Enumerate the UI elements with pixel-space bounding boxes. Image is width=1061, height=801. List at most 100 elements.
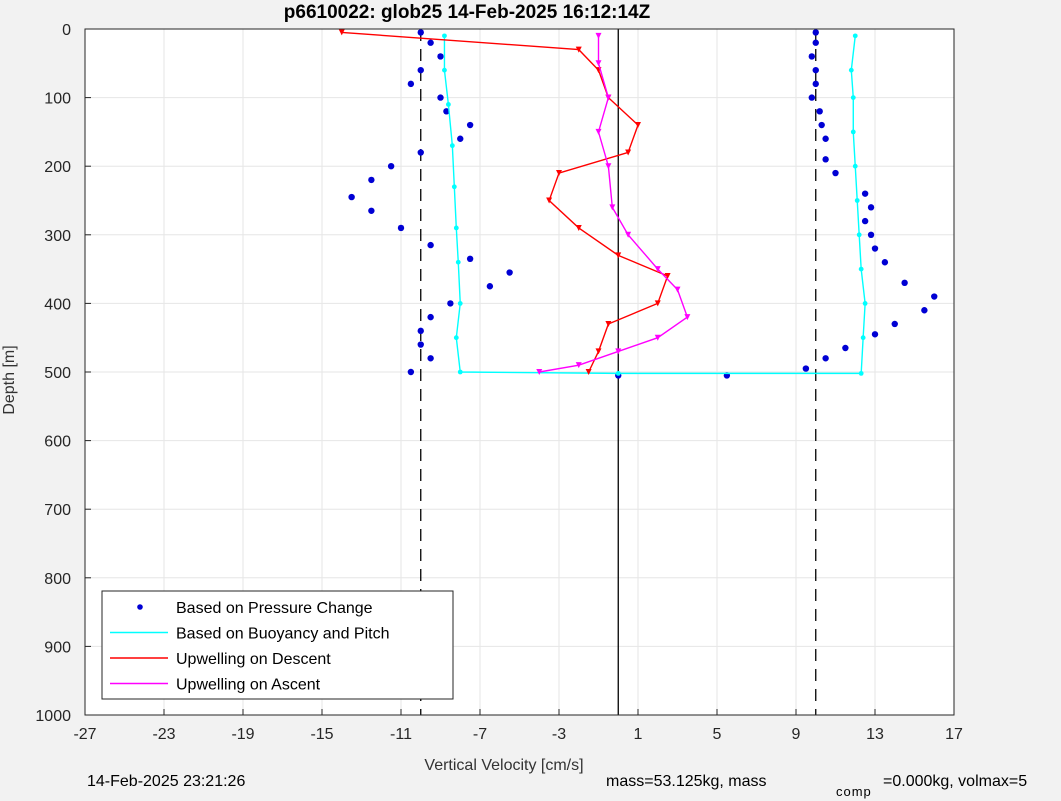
chart-title: p6610022: glob25 14-Feb-2025 16:12:14Z <box>284 2 651 23</box>
legend-label: Based on Buoyancy and Pitch <box>176 626 389 643</box>
data-point <box>575 224 582 231</box>
data-series <box>338 29 938 379</box>
data-point <box>635 122 641 129</box>
series-upwelling-on-ascent <box>536 32 691 375</box>
y-tick-label: 0 <box>62 22 71 39</box>
legend-label: Upwelling on Ascent <box>176 677 321 694</box>
data-point <box>338 29 345 36</box>
footer-mass-comp-subscript: comp <box>836 784 872 799</box>
data-point <box>437 53 444 60</box>
data-point <box>862 301 868 306</box>
data-point <box>427 39 434 46</box>
data-point <box>575 362 582 369</box>
data-point <box>816 108 823 115</box>
y-tick-label: 300 <box>44 228 71 245</box>
data-point <box>615 348 622 355</box>
series-upwelling-on-descent <box>338 29 671 375</box>
y-tick-label: 800 <box>44 571 71 588</box>
data-point <box>453 335 459 341</box>
data-point <box>842 344 849 352</box>
legend-swatch <box>137 604 143 610</box>
data-point <box>442 67 447 73</box>
data-point <box>368 207 375 214</box>
footer-mass: mass=53.125kg, mass <box>606 773 767 790</box>
footer-mass-comp: =0.000kg, volmax=5 <box>883 773 1028 790</box>
data-point <box>654 334 661 341</box>
data-point <box>852 33 858 39</box>
y-tick-label: 400 <box>44 296 71 313</box>
data-point <box>427 241 434 249</box>
data-point <box>802 365 810 372</box>
data-point <box>625 149 632 156</box>
grid-lines <box>84 28 955 716</box>
data-point <box>457 135 464 142</box>
data-point <box>466 255 474 263</box>
data-point <box>822 355 829 362</box>
data-point <box>595 348 602 355</box>
series-line <box>539 35 689 373</box>
data-point <box>609 204 616 211</box>
x-tick-label: 1 <box>634 726 643 743</box>
data-point <box>852 163 858 169</box>
data-point <box>605 94 612 101</box>
data-point <box>684 314 691 321</box>
data-point <box>664 272 671 279</box>
data-point <box>446 102 451 107</box>
data-point <box>546 197 553 204</box>
y-tick-label: 600 <box>44 434 71 451</box>
data-point <box>854 198 860 203</box>
data-point <box>850 129 856 135</box>
data-point <box>615 370 621 376</box>
x-tick-label: -3 <box>552 726 566 743</box>
data-point <box>457 369 463 375</box>
legend-box <box>101 590 454 700</box>
data-point <box>447 300 454 307</box>
series-based-on-buoyancy-and-pitch <box>442 33 868 376</box>
data-point <box>812 66 819 74</box>
data-point <box>812 80 819 88</box>
x-tick-label: -19 <box>231 726 254 743</box>
data-point <box>437 94 444 101</box>
data-point <box>625 231 632 238</box>
data-point <box>867 231 875 238</box>
data-point <box>867 204 875 211</box>
data-point <box>486 283 494 290</box>
data-point <box>858 370 864 376</box>
data-point <box>595 128 602 135</box>
data-point <box>901 279 908 287</box>
data-point <box>931 293 938 300</box>
data-point <box>921 307 928 314</box>
data-point <box>674 286 681 293</box>
data-point <box>575 46 582 53</box>
data-point <box>605 320 612 327</box>
footer-timestamp: 14-Feb-2025 23:21:26 <box>87 773 246 790</box>
data-point <box>417 29 424 36</box>
data-point <box>822 156 829 163</box>
data-point <box>449 143 455 149</box>
data-point <box>417 327 424 335</box>
x-tick-label: -27 <box>73 726 96 743</box>
data-point <box>536 369 543 375</box>
data-point <box>861 217 869 225</box>
data-point <box>455 259 461 265</box>
data-point <box>654 266 661 273</box>
data-point <box>453 225 459 231</box>
data-point <box>585 369 592 375</box>
x-tick-label: -7 <box>473 726 487 743</box>
data-point <box>871 331 879 338</box>
data-point <box>832 169 839 177</box>
data-point <box>417 66 424 74</box>
data-point <box>397 224 405 232</box>
x-tick-label: -11 <box>390 726 412 743</box>
data-point <box>457 301 463 306</box>
data-point <box>595 60 602 67</box>
data-point <box>860 335 866 341</box>
data-point <box>822 135 829 142</box>
series-line <box>443 35 866 375</box>
data-point <box>417 149 424 156</box>
data-point <box>605 163 612 170</box>
data-point <box>506 269 513 276</box>
y-tick-label: 700 <box>44 502 71 519</box>
y-axis-ticks: 0 100 200 300 400 500 600 700 800 900 1000 <box>35 22 91 725</box>
data-point <box>427 313 434 321</box>
